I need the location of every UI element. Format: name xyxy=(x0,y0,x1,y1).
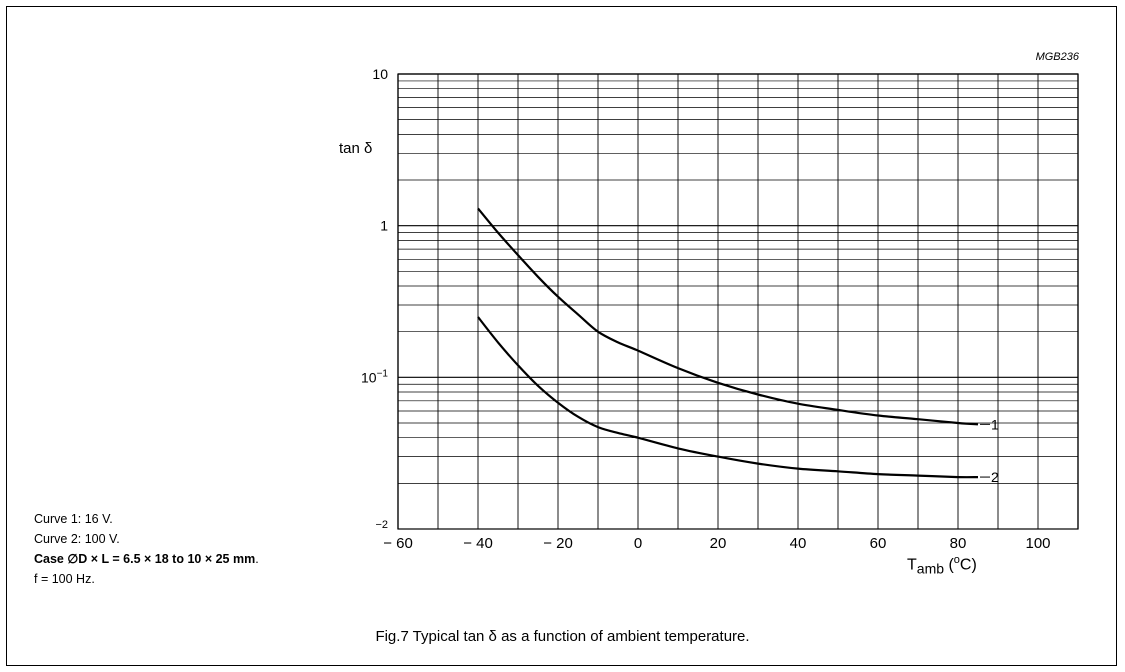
x-tick-label: 60 xyxy=(870,535,887,552)
figure-caption: Fig.7 Typical tan δ as a function of amb… xyxy=(375,628,750,645)
figure-notes: Curve 1: 16 V. Curve 2: 100 V. Case ∅D ×… xyxy=(34,509,259,589)
curve-labels: 12 xyxy=(980,416,999,485)
grid xyxy=(397,73,1079,530)
note-frequency: f = 100 Hz. xyxy=(34,572,95,586)
x-axis-label-unit-sup: o xyxy=(953,554,960,566)
note-curve2: Curve 2: 100 V. xyxy=(34,532,120,546)
x-axis-label-main: T xyxy=(907,556,917,574)
y-tick-label: 10 xyxy=(372,66,388,82)
x-axis-label: Tamb (oC) xyxy=(907,554,977,576)
x-tick-labels: − 60 − 40 − 20 0 20 40 60 80 100 xyxy=(383,535,1050,552)
note-case-suffix: . xyxy=(255,552,259,566)
series-line-2 xyxy=(477,316,979,479)
x-tick-label: − 40 xyxy=(463,535,493,552)
x-tick-label: 80 xyxy=(950,535,967,552)
y-tick-label: 1 xyxy=(380,218,388,234)
x-tick-label: − 60 xyxy=(383,535,413,552)
x-axis-label-sub: amb xyxy=(916,560,945,577)
note-case-bold: Case ∅D × L = 6.5 × 18 to 10 × 25 mm xyxy=(34,552,256,566)
curves xyxy=(477,207,979,479)
note-curve1: Curve 1: 16 V. xyxy=(34,512,113,526)
x-axis-label-unit-rest: C) xyxy=(959,556,977,574)
y-tick-labels: −2 10−1 1 10 xyxy=(361,66,388,531)
x-tick-label: 20 xyxy=(710,535,727,552)
x-tick-label: 0 xyxy=(634,535,642,552)
x-tick-label: − 20 xyxy=(543,535,573,552)
y-axis-label: tan δ xyxy=(339,140,373,157)
x-tick-label: 100 xyxy=(1025,535,1050,552)
x-tick-label: 40 xyxy=(790,535,807,552)
plot-border xyxy=(397,73,1079,530)
x-axis-label-unit-open: ( xyxy=(944,556,954,574)
curve-label-1: 1 xyxy=(991,416,999,432)
series-line-1 xyxy=(477,207,979,426)
curve-label-2: 2 xyxy=(991,469,999,485)
y-tick-label: −2 xyxy=(375,519,388,531)
figure-frame xyxy=(6,6,1117,666)
y-tick-label: 10−1 xyxy=(361,368,388,385)
figure-code: MGB236 xyxy=(1035,51,1079,63)
note-case: Case ∅D × L = 6.5 × 18 to 10 × 25 mm. xyxy=(34,549,259,569)
